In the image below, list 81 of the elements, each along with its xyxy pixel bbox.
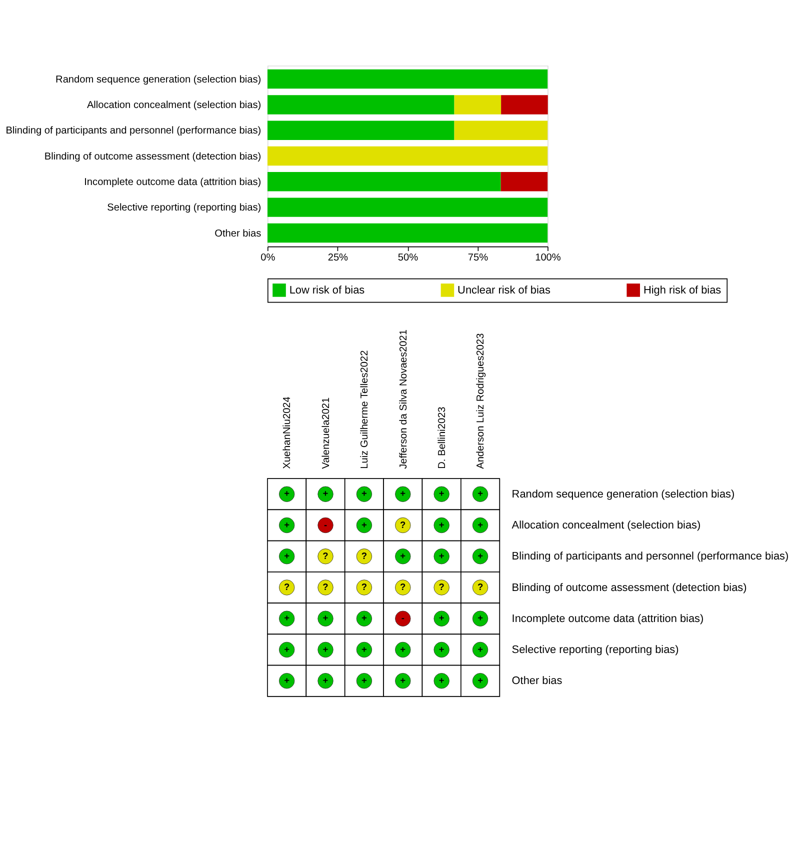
text: + [438,613,444,624]
x-tick-label: 0% [260,252,276,264]
bar [267,95,454,114]
text: + [400,644,406,654]
text: + [361,644,367,654]
x-tick-label: D. Bellini2023 [436,406,448,469]
y-tick-label: Random sequence generation (selection bias) [56,74,262,86]
bar [500,172,548,192]
text: ? [400,520,406,530]
text: + [400,550,406,561]
text: ? [477,582,484,592]
text: ? [361,582,368,592]
x-tick-label: Anderson Luiz Rodrigues2023 [476,332,487,469]
text: + [400,675,406,686]
text: + [478,488,483,499]
x-tick-label: 100% [535,252,561,264]
text: ? [438,582,444,592]
text: + [361,613,367,624]
x-tick-label: Jefferson da Silva Novaes2021 [398,329,410,469]
x-tick-label: XuehanNiu2024 [282,396,294,469]
text: + [438,644,444,654]
y-tick-label: Other bias [512,675,563,688]
y-tick-label: Blinding of outcome assessment (detection bias) [512,582,747,594]
y-tick-label: Selective reporting (reporting bias) [512,644,679,656]
text: + [322,644,328,654]
text: + [478,675,483,686]
bar [267,223,548,243]
text: + [284,550,290,561]
text: + [322,675,328,686]
text: + [361,675,367,686]
x-tick-label: 75% [468,252,488,264]
text: + [438,488,444,499]
text: + [438,675,444,686]
legend-label: High risk of bias [643,284,722,297]
y-tick-label: Random sequence generation (selection bias) [512,488,735,500]
text: - [324,520,328,530]
text: + [284,488,290,499]
text: + [438,520,444,530]
y-tick-label: Incomplete outcome data (attrition bias) [512,612,704,625]
bar [267,146,548,166]
text: + [361,520,367,530]
text: + [478,613,483,624]
x-tick-label: 50% [398,252,418,264]
bar [267,198,548,217]
y-tick-label: Blinding of participants and personnel (performance bias) [512,550,789,563]
text: - [401,613,404,624]
text: + [322,488,328,499]
bar [267,120,454,140]
bar [267,172,501,192]
text: ? [322,550,328,561]
text: + [478,550,483,561]
text: + [322,613,328,624]
text: ? [361,550,368,561]
y-tick-label: Allocation concealment (selection bias) [512,520,701,532]
text: + [438,550,444,561]
x-tick-label: 25% [328,252,348,264]
text: + [284,613,290,624]
y-tick-label: Allocation concealment (selection bias) [86,100,262,112]
x-tick-label: Luiz Guilherme Telles2022 [360,350,371,469]
y-tick-label: Blinding of participants and personnel (performance bias) [6,126,262,137]
text: + [284,644,290,654]
text: + [361,488,367,499]
bar [454,95,502,114]
text: + [284,675,290,686]
text: ? [322,582,328,592]
text: + [478,520,483,530]
legend-label: Low risk of bias [289,284,366,297]
x-tick-label: Valenzuela2021 [320,396,332,469]
bar [501,95,548,114]
y-tick-label: Other bias [214,228,262,240]
bar [267,69,548,89]
text: ? [284,582,290,592]
legend-label: Unclear risk of bias [458,284,551,297]
text: ? [400,582,406,592]
text: + [284,520,290,530]
text: + [400,488,406,499]
y-tick-label: Blinding of outcome assessment (detection bias) [44,151,262,162]
y-tick-label: Selective reporting (reporting bias) [107,202,262,214]
bar [454,120,548,140]
text: + [478,644,483,654]
y-tick-label: Incomplete outcome data (attrition bias) [84,177,262,188]
